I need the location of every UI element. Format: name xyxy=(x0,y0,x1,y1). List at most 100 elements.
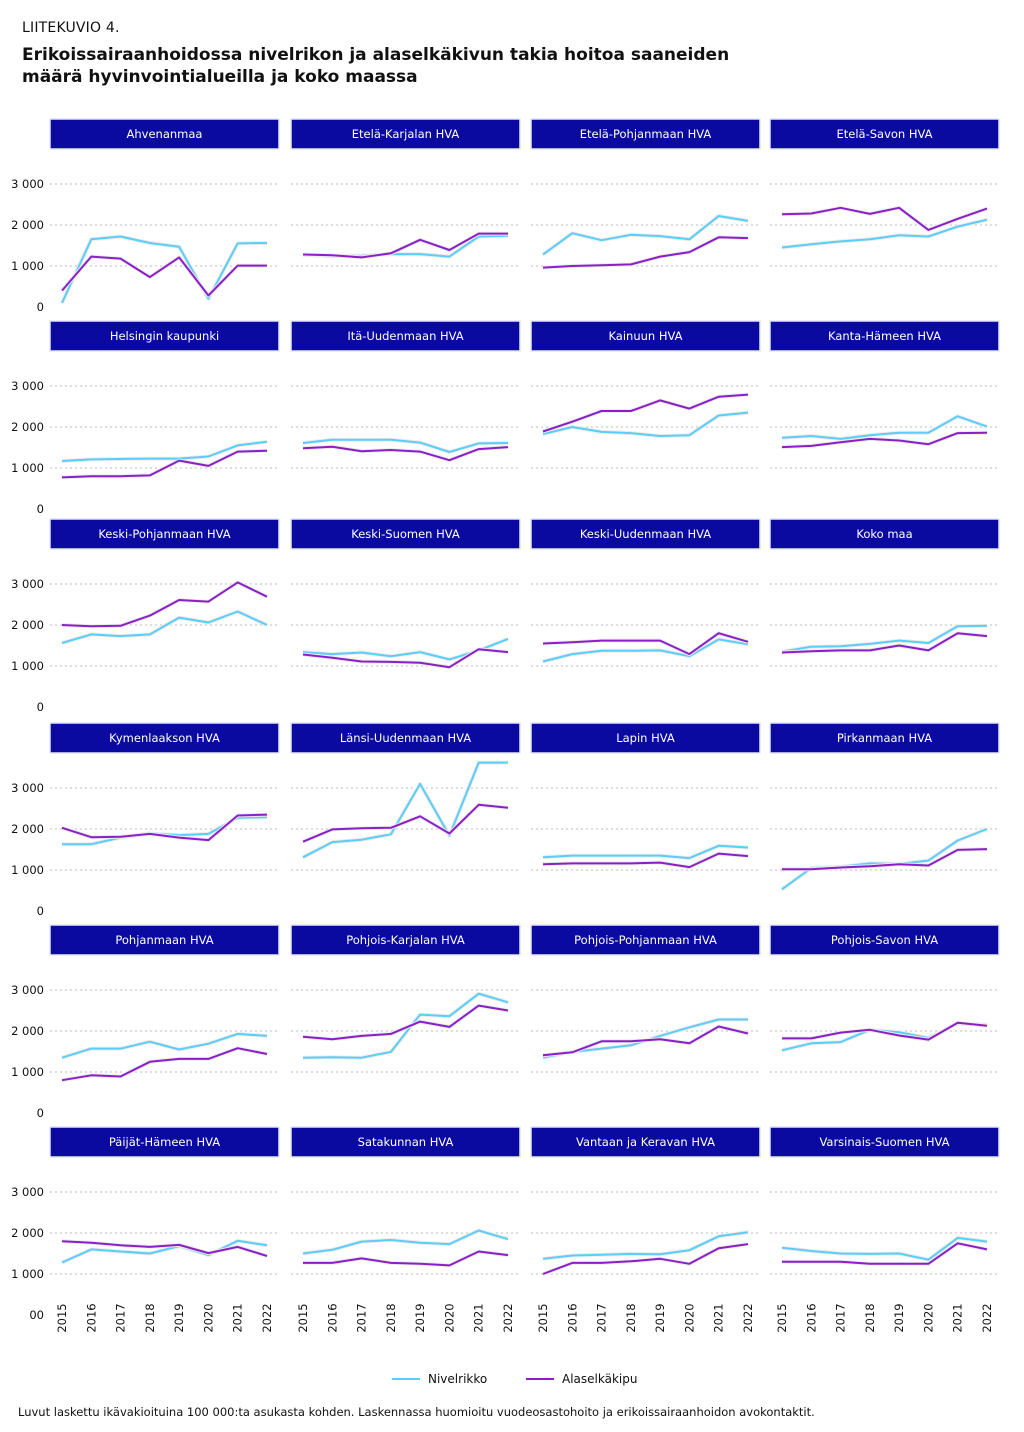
y-tick-label: 2 000 xyxy=(11,618,44,632)
y-tick-label: 2 000 xyxy=(11,1226,44,1240)
panel-strip xyxy=(49,1126,280,1158)
series-line-alaselkakipu xyxy=(542,632,749,656)
panel-title: Keski-Suomen HVA xyxy=(351,527,460,541)
x-tick-label: 2021 xyxy=(712,1303,726,1332)
y-tick-label: 0 xyxy=(37,300,44,314)
y-tick-label: 3 000 xyxy=(11,1185,44,1199)
panel-strip xyxy=(49,518,280,550)
panel-title: Keski-Pohjanmaan HVA xyxy=(98,527,230,541)
x-tick-label: 2020 xyxy=(921,1303,935,1332)
panel-strip xyxy=(290,722,521,754)
y-tick-label: 1 000 xyxy=(11,461,44,475)
panel-title: Kanta-Hämeen HVA xyxy=(828,329,941,343)
panel-title: Pirkanmaan HVA xyxy=(837,731,932,745)
panel-strip xyxy=(290,118,521,150)
x-tick-label: 2019 xyxy=(892,1303,906,1332)
series-line-alaselkakipu xyxy=(781,206,988,231)
panel-strip xyxy=(290,518,521,550)
x-tick-label: 2021 xyxy=(231,1303,245,1332)
series-line-nivelrikko xyxy=(61,235,268,304)
series-line-nivelrikko xyxy=(61,610,268,644)
series-halo-alaselkakipu xyxy=(542,235,749,270)
panel-strip xyxy=(530,118,761,150)
y-tick-label: 2 000 xyxy=(11,420,44,434)
y-tick-label: 3 000 xyxy=(11,983,44,997)
panel-title: Kainuun HVA xyxy=(608,329,682,343)
x-tick-label: 2016 xyxy=(84,1303,98,1332)
series-line-alaselkakipu xyxy=(781,632,988,654)
panel-strip xyxy=(530,722,761,754)
y-tick-label: 1 000 xyxy=(11,1267,44,1281)
panel-title: Varsinais-Suomen HVA xyxy=(819,1135,949,1149)
x-tick-label: 2020 xyxy=(201,1303,215,1332)
y-tick-label: 2 000 xyxy=(11,218,44,232)
panel-title: Helsingin kaupunki xyxy=(110,329,219,343)
y-tick-label: 1 000 xyxy=(11,863,44,877)
x-tick-label: 2017 xyxy=(114,1303,128,1332)
panel-title: Itä-Uudenmaan HVA xyxy=(347,329,463,343)
series-halo-nivelrikko xyxy=(781,1235,988,1262)
x-tick-label: 2022 xyxy=(260,1303,274,1332)
x-tick-label: 2015 xyxy=(55,1303,69,1332)
panel-strip xyxy=(530,518,761,550)
footnote: Luvut laskettu ikävakioituina 100 000:ta… xyxy=(18,1405,815,1419)
panel-title: Länsi-Uudenmaan HVA xyxy=(340,731,471,745)
y-tick-label: 0 xyxy=(37,700,44,714)
figure-label: LIITEKUVIO 4. xyxy=(22,20,120,36)
y-tick-label: 0 xyxy=(37,1106,44,1120)
series-line-nivelrikko xyxy=(302,761,508,859)
x-tick-label: 2020 xyxy=(442,1303,456,1332)
panel-title: Keski-Uudenmaan HVA xyxy=(580,527,711,541)
chart-title: Erikoissairaanhoidossa nivelrikon ja ala… xyxy=(22,45,730,87)
panel-title: Pohjois-Savon HVA xyxy=(831,933,938,947)
x-tick-label: 2019 xyxy=(172,1303,186,1332)
series-line-nivelrikko xyxy=(61,440,268,462)
series-line-alaselkakipu xyxy=(542,1243,749,1275)
series-line-alaselkakipu xyxy=(61,1240,268,1257)
panel-title: Vantaan ja Keravan HVA xyxy=(576,1135,715,1149)
panel-title: Kymenlaakson HVA xyxy=(109,731,220,745)
series-line-alaselkakipu xyxy=(61,581,268,628)
x-tick-label: 2018 xyxy=(384,1303,398,1332)
series-halo-alaselkakipu xyxy=(61,448,268,480)
series-line-alaselkakipu xyxy=(302,1004,509,1041)
panel-title: Päijät-Hämeen HVA xyxy=(109,1135,220,1149)
y-tick-label: 2 000 xyxy=(11,1024,44,1038)
x-tick-label: 2017 xyxy=(355,1303,369,1332)
legend-item-alaselkakipu: Alaselkäkipu xyxy=(526,1372,637,1386)
series-halo-nivelrikko xyxy=(62,815,268,847)
x-tick-label: 2017 xyxy=(834,1303,848,1332)
series-line-nivelrikko xyxy=(302,992,509,1059)
series-line-alaselkakipu xyxy=(782,1242,988,1265)
y-tick-label: 1 000 xyxy=(11,659,44,673)
y-tick-label: 3 000 xyxy=(11,379,44,393)
x-tick-label: 2021 xyxy=(951,1303,965,1332)
x-tick-label: 2017 xyxy=(595,1303,609,1332)
y-tick-label: 00 xyxy=(29,1308,44,1322)
series-line-nivelrikko xyxy=(542,215,749,256)
y-tick-label: 3 000 xyxy=(11,577,44,591)
series-line-alaselkakipu xyxy=(782,848,988,871)
legend-item-nivelrikko: Nivelrikko xyxy=(392,1372,487,1386)
panel-title: Etelä-Savon HVA xyxy=(836,127,932,141)
y-tick-label: 1 000 xyxy=(11,1065,44,1079)
y-tick-label: 0 xyxy=(37,904,44,918)
panel-title: Etelä-Pohjanmaan HVA xyxy=(580,127,712,141)
x-tick-label: 2018 xyxy=(863,1303,877,1332)
panel-title: Pohjanmaan HVA xyxy=(115,933,213,947)
series-line-alaselkakipu xyxy=(61,255,267,297)
series-line-nivelrikko xyxy=(542,411,749,437)
series-line-nivelrikko xyxy=(781,828,988,891)
y-tick-label: 0 xyxy=(37,502,44,516)
x-tick-label: 2015 xyxy=(296,1303,310,1332)
x-tick-label: 2015 xyxy=(536,1303,550,1332)
x-tick-label: 2020 xyxy=(682,1303,696,1332)
series-line-nivelrikko xyxy=(302,1229,509,1255)
panel-strip xyxy=(769,118,1000,150)
panel-strip xyxy=(49,118,280,150)
panel-title: Etelä-Karjalan HVA xyxy=(352,127,460,141)
series-line-nivelrikko xyxy=(781,1236,988,1261)
series-line-alaselkakipu xyxy=(302,648,509,669)
panel-strip xyxy=(290,320,521,352)
